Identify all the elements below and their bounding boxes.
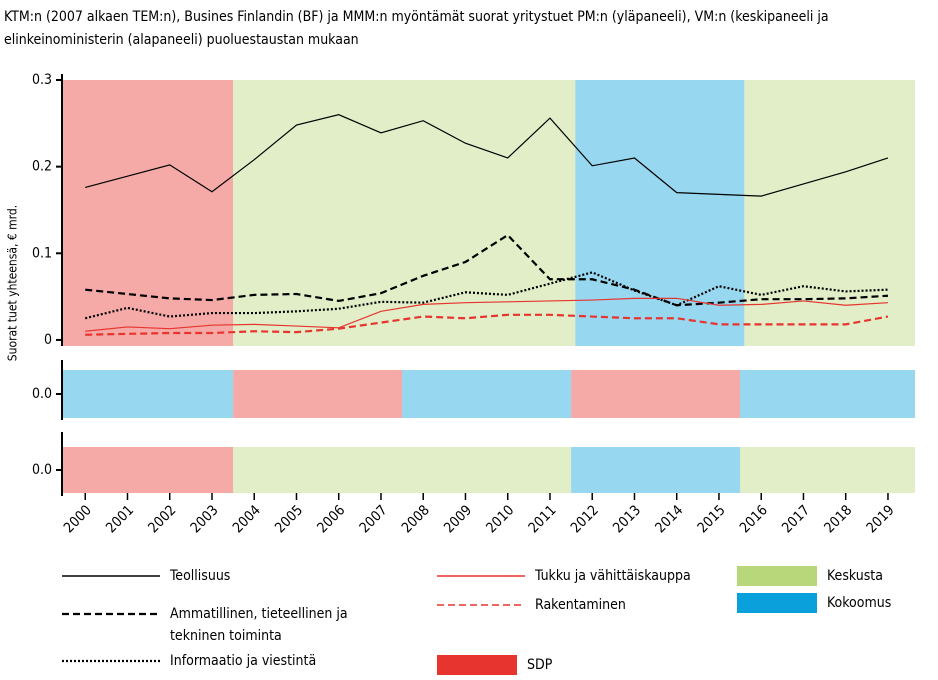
legend-entry: Informaatio ja viestintä	[170, 653, 317, 669]
x-tick-label: 2004	[230, 502, 264, 536]
legend-label: SDP	[527, 657, 553, 673]
series-line	[85, 114, 889, 197]
x-tick-label: 2016	[737, 502, 771, 536]
series-line	[85, 233, 889, 307]
party-band	[233, 80, 576, 346]
party-band	[62, 80, 234, 346]
legend-entry: Teollisuus	[170, 568, 231, 584]
x-tick-label: 2019	[864, 502, 898, 536]
x-tick-label: 2006	[314, 502, 348, 536]
series-line	[84, 271, 889, 320]
legend-swatch	[737, 593, 817, 613]
legend-label: Keskusta	[827, 568, 883, 584]
legend-label: Ammatillinen, tieteellinen ja tekninen t…	[170, 606, 348, 644]
y-tick-label: 0.0	[32, 462, 52, 478]
party-band	[233, 447, 572, 493]
party-band	[402, 370, 572, 418]
party-band	[571, 370, 741, 418]
x-tick-label: 2013	[610, 502, 644, 536]
chart-title: KTM:n (2007 alkaen TEM:n), Busines Finla…	[4, 9, 829, 48]
y-axis-label: Suorat tuet yhteensä, € mrd.	[6, 205, 20, 361]
legend-swatch	[437, 655, 517, 675]
x-tick-label: 2002	[145, 502, 179, 536]
y-tick-label: 0.2	[32, 159, 52, 175]
series-line	[85, 297, 888, 332]
legend-label: Tukku ja vähittäiskauppa	[535, 568, 691, 584]
x-tick-label: 2008	[399, 502, 433, 536]
party-band	[571, 447, 741, 493]
party-band	[740, 370, 915, 418]
legend-swatch	[737, 566, 817, 586]
x-tick-label: 2011	[526, 502, 560, 536]
y-tick-label: 0.1	[32, 245, 52, 261]
x-tick-label: 2017	[779, 502, 813, 536]
x-tick-label: 2012	[568, 502, 602, 536]
legend-label: Kokoomus	[827, 595, 891, 611]
party-band	[62, 447, 234, 493]
legend-entry: Tukku ja vähittäiskauppa	[535, 568, 691, 584]
title-box: KTM:n (2007 alkaen TEM:n), Busines Finla…	[4, 9, 829, 48]
x-tick-label: 2000	[61, 502, 95, 536]
x-tick-label: 2009	[441, 502, 475, 536]
party-band	[740, 447, 915, 493]
x-tick-label: 2010	[483, 502, 517, 536]
x-tick-label: 2001	[103, 502, 137, 536]
x-tick-label: 2018	[821, 502, 855, 536]
legend-entry: Ammatillinen, tieteellinen ja tekninen t…	[170, 606, 348, 644]
legend-label: Rakentaminen	[535, 597, 626, 613]
y-tick-label: 0	[44, 332, 52, 348]
x-tick-label: 2005	[272, 502, 306, 536]
x-tick-label: 2003	[188, 502, 222, 536]
legend-label: Informaatio ja viestintä	[170, 653, 317, 669]
y-tick-label: 0.3	[32, 72, 52, 88]
x-tick-label: 2014	[652, 502, 686, 536]
legend-entry: Rakentaminen	[535, 597, 626, 613]
x-tick-label: 2015	[695, 502, 729, 536]
series-line	[85, 313, 889, 336]
party-band	[575, 80, 745, 346]
legend-label: Teollisuus	[170, 568, 231, 584]
party-band	[744, 80, 915, 346]
party-band	[233, 370, 403, 418]
x-tick-label: 2007	[357, 502, 391, 536]
y-tick-label: 0.0	[32, 386, 52, 402]
party-band	[62, 370, 234, 418]
